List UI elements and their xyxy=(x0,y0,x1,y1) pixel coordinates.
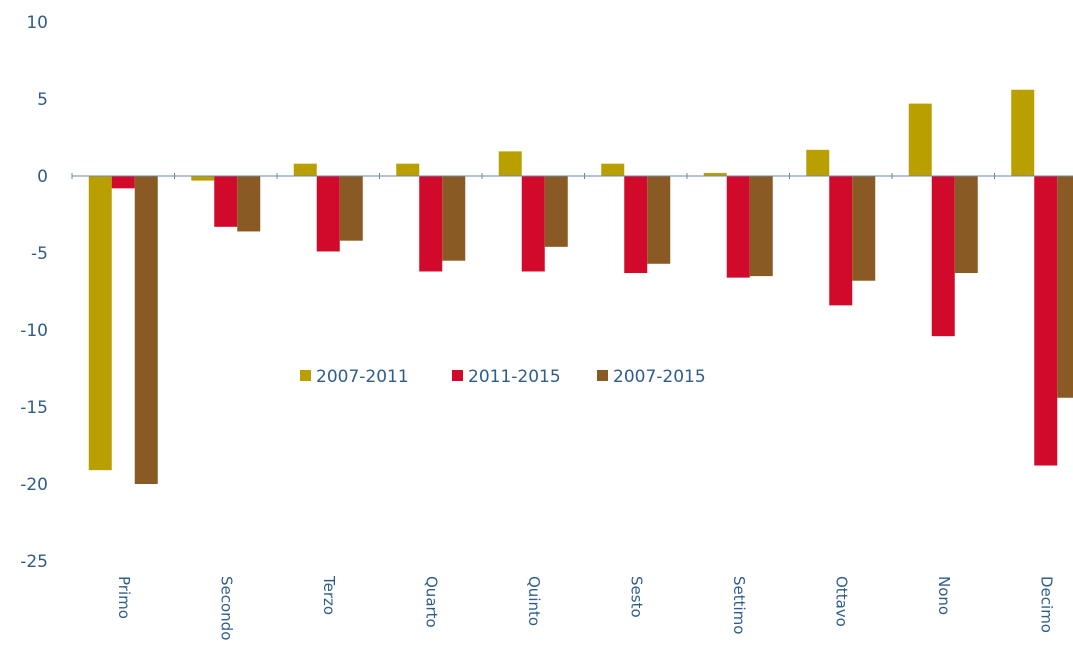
legend-swatch xyxy=(597,370,608,381)
bar-2007-2011-Decimo xyxy=(1011,89,1035,176)
x-axis-ticks xyxy=(71,173,995,179)
y-tick-label: -15 xyxy=(20,398,48,418)
bar-2011-2015-Decimo xyxy=(1034,176,1058,466)
bar-2007-2011-Settimo xyxy=(703,172,727,176)
bar-2007-2015-Secondo xyxy=(237,176,261,232)
x-tick-label: Quarto xyxy=(422,576,440,628)
bar-2011-2015-Primo xyxy=(111,176,135,189)
bars xyxy=(88,89,1073,484)
bar-2007-2011-Quarto xyxy=(396,163,420,176)
y-tick-label: -20 xyxy=(20,475,48,495)
x-tick-label: Decimo xyxy=(1037,576,1055,633)
y-tick-label: 5 xyxy=(37,90,48,110)
x-axis-labels: Primo Secondo Terzo Quarto Quinto Sesto Settim… xyxy=(115,575,1056,640)
bar-2011-2015-Sesto xyxy=(624,176,648,274)
bar-2011-2015-Settimo xyxy=(726,176,750,278)
legend-swatch xyxy=(300,370,311,381)
bar-2011-2015-Secondo xyxy=(214,176,238,227)
bar-2007-2015-Terzo xyxy=(339,176,363,241)
bar-2007-2015-Quarto xyxy=(442,176,466,261)
bar-2007-2015-Settimo xyxy=(749,176,773,277)
y-tick-label: 0 xyxy=(37,167,48,187)
bar-2007-2015-Primo xyxy=(134,176,158,484)
bar-2011-2015-Quarto xyxy=(419,176,443,272)
bar-2007-2011-Primo xyxy=(88,176,112,471)
x-tick-label: Ottavo xyxy=(832,576,850,627)
legend-label: 2011-2015 xyxy=(468,367,561,387)
bar-2007-2015-Quinto xyxy=(544,176,568,247)
bar-2007-2015-Ottavo xyxy=(852,176,876,281)
legend-label: 2007-2011 xyxy=(316,367,409,387)
x-tick-label: Quinto xyxy=(525,576,543,626)
x-tick-label: Sesto xyxy=(627,576,645,618)
bar-2007-2015-Decimo xyxy=(1057,176,1073,398)
y-tick-label: -10 xyxy=(20,321,48,341)
x-tick-label: Secondo xyxy=(217,576,235,640)
bar-2011-2015-Nono xyxy=(931,176,955,337)
x-tick-label: Nono xyxy=(935,576,953,615)
bar-2007-2015-Sesto xyxy=(647,176,671,264)
y-tick-label: -5 xyxy=(31,244,48,264)
bar-2007-2011-Quinto xyxy=(498,151,522,176)
bar-2007-2011-Ottavo xyxy=(806,149,830,176)
x-tick-label: Terzo xyxy=(320,575,338,615)
bar-2007-2015-Nono xyxy=(954,176,978,274)
bar-2007-2011-Sesto xyxy=(601,163,625,176)
bar-2007-2011-Nono xyxy=(908,103,932,176)
bar-2007-2011-Terzo xyxy=(293,163,317,176)
legend-label: 2007-2015 xyxy=(613,367,706,387)
legend-swatch xyxy=(452,370,463,381)
legend: 2007-2011 2011-2015 2007-2015 xyxy=(300,367,706,387)
bar-2011-2015-Quinto xyxy=(521,176,545,272)
bar-2011-2015-Terzo xyxy=(316,176,340,252)
y-tick-label: 10 xyxy=(26,13,48,33)
bar-2007-2011-Secondo xyxy=(191,176,215,181)
x-tick-label: Primo xyxy=(115,576,133,619)
x-tick-label: Settimo xyxy=(730,576,748,634)
y-tick-label: -25 xyxy=(20,552,48,572)
y-axis-ticks: 10 5 0 -5 -10 -15 -20 -25 xyxy=(20,13,48,572)
bar-2011-2015-Ottavo xyxy=(829,176,853,306)
